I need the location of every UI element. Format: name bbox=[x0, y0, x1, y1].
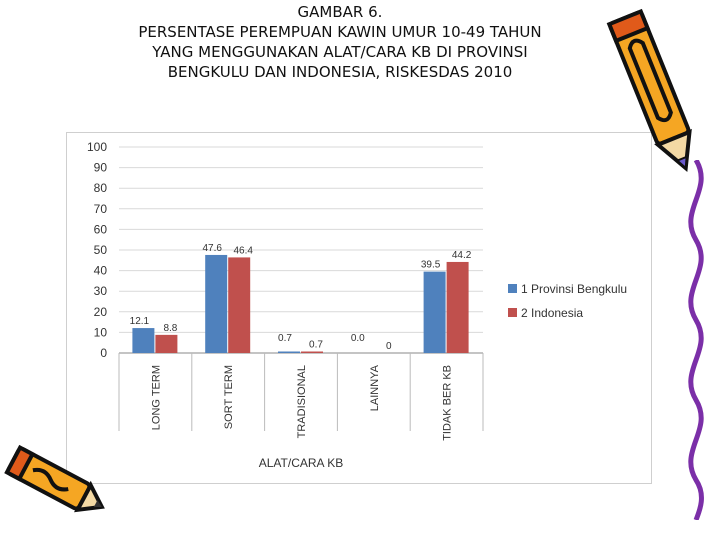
pencil-icon bbox=[606, 8, 692, 172]
bar bbox=[132, 328, 155, 353]
y-tick-label: 100 bbox=[87, 140, 107, 154]
bar bbox=[278, 351, 300, 353]
chart-area: 0 10 20 30 40 50 60 70 80 90 100 12.1 8.8 LONG TERM 47… bbox=[66, 132, 652, 484]
data-label: 39.5 bbox=[421, 260, 441, 271]
bar bbox=[446, 261, 469, 353]
y-tick-label: 0 bbox=[100, 346, 107, 360]
bar bbox=[301, 351, 323, 353]
x-tick-label: LONG TERM bbox=[150, 365, 162, 430]
y-tick-label: 50 bbox=[94, 243, 108, 257]
bar bbox=[228, 257, 251, 353]
data-label: 0.7 bbox=[309, 340, 323, 351]
x-tick-label: SORT TERM bbox=[223, 365, 235, 429]
y-tick-label: 30 bbox=[94, 284, 108, 298]
title-line: PERSENTASE PEREMPUAN KAWIN UMUR 10-49 TA… bbox=[138, 23, 542, 41]
x-tick-label: LAINNYA bbox=[369, 364, 381, 411]
y-tick-label: 80 bbox=[94, 181, 108, 195]
legend-swatch bbox=[508, 308, 517, 317]
legend-swatch bbox=[508, 284, 517, 293]
data-label: 0 bbox=[386, 341, 392, 352]
squiggle-decoration bbox=[688, 160, 704, 520]
bar-chart: 0 10 20 30 40 50 60 70 80 90 100 12.1 8.8 LONG TERM 47… bbox=[87, 140, 627, 470]
title-line: YANG MENGGUNAKAN ALAT/CARA KB DI PROVINS… bbox=[152, 43, 528, 61]
data-label: 44.2 bbox=[452, 250, 472, 261]
data-label: 46.4 bbox=[233, 245, 253, 256]
y-tick-label: 10 bbox=[94, 325, 108, 339]
x-tick-label: TIDAK BER KB bbox=[442, 365, 454, 441]
y-tick-label: 20 bbox=[94, 305, 108, 319]
legend-entry: 1 Provinsi Bengkulu bbox=[521, 282, 627, 296]
data-label: 12.1 bbox=[130, 316, 150, 327]
data-label: 0.7 bbox=[278, 333, 292, 344]
chart-title: GAMBAR 6. PERSENTASE PEREMPUAN KAWIN UMU… bbox=[80, 2, 600, 82]
y-tick-label: 40 bbox=[94, 264, 108, 278]
legend-entry: 2 Indonesia bbox=[521, 306, 583, 320]
data-label: 8.8 bbox=[163, 323, 177, 334]
data-label: 0.0 bbox=[351, 333, 365, 344]
y-tick-label: 60 bbox=[94, 222, 108, 236]
x-axis-title: ALAT/CARA KB bbox=[259, 456, 343, 470]
pencil-icon bbox=[4, 444, 105, 513]
x-tick-label: TRADISIONAL bbox=[296, 365, 308, 438]
title-line: GAMBAR 6. bbox=[297, 3, 383, 21]
bar bbox=[423, 271, 446, 353]
data-label: 47.6 bbox=[202, 243, 222, 254]
bar bbox=[155, 334, 178, 353]
y-tick-label: 90 bbox=[94, 161, 108, 175]
y-tick-label: 70 bbox=[94, 202, 108, 216]
title-line: BENGKULU DAN INDONESIA, RISKESDAS 2010 bbox=[167, 63, 513, 81]
bar bbox=[205, 254, 228, 353]
